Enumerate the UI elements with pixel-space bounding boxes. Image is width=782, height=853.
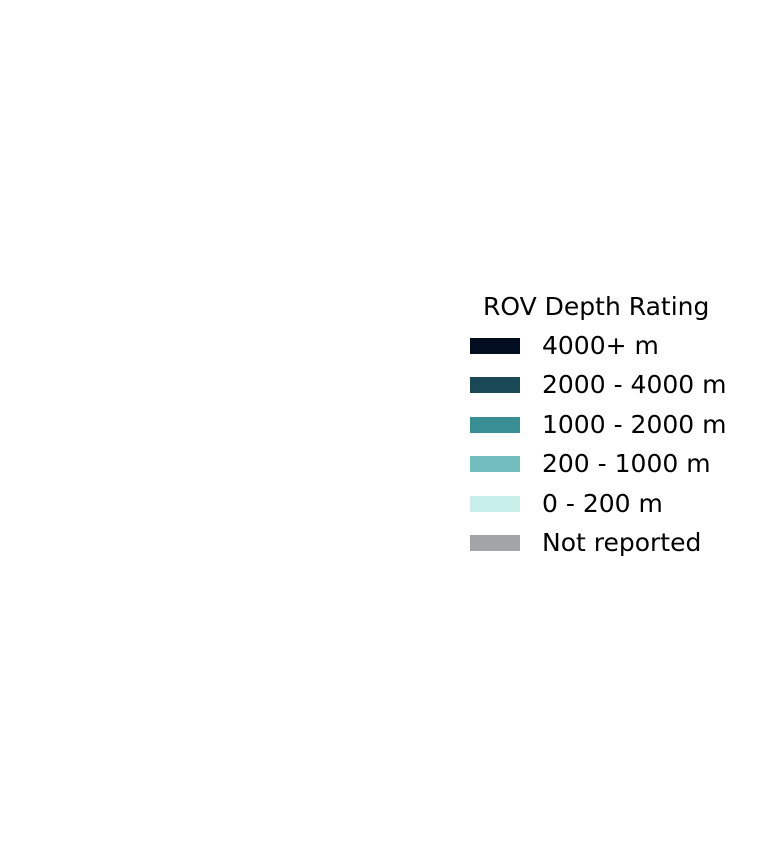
legend-swatch: [470, 495, 520, 512]
legend-label: 2000 - 4000 m: [542, 370, 727, 400]
legend-label: Not reported: [542, 527, 702, 557]
legend-item-2000-4000: 2000 - 4000 m: [460, 367, 760, 406]
legend-swatch: [470, 338, 520, 354]
legend-title: ROV Depth Rating: [483, 292, 710, 321]
legend-item-not-reported: Not reported: [460, 525, 760, 564]
legend-swatch: [470, 416, 520, 433]
legend-label: 1000 - 2000 m: [542, 409, 727, 439]
legend-item-200-1000: 200 - 1000 m: [460, 446, 760, 485]
legend-item-1000-2000: 1000 - 2000 m: [460, 407, 760, 446]
legend-items: 4000+ m 2000 - 4000 m 1000 - 2000 m 200 …: [460, 328, 760, 564]
legend-label: 0 - 200 m: [542, 488, 663, 518]
legend-item-4000-plus: 4000+ m: [460, 328, 760, 367]
legend-item-0-200: 0 - 200 m: [460, 486, 760, 525]
legend-swatch: [470, 377, 520, 394]
legend-swatch: [470, 456, 520, 473]
legend-label: 200 - 1000 m: [542, 449, 711, 479]
legend-label: 4000+ m: [542, 331, 659, 360]
legend-swatch: [470, 534, 520, 551]
